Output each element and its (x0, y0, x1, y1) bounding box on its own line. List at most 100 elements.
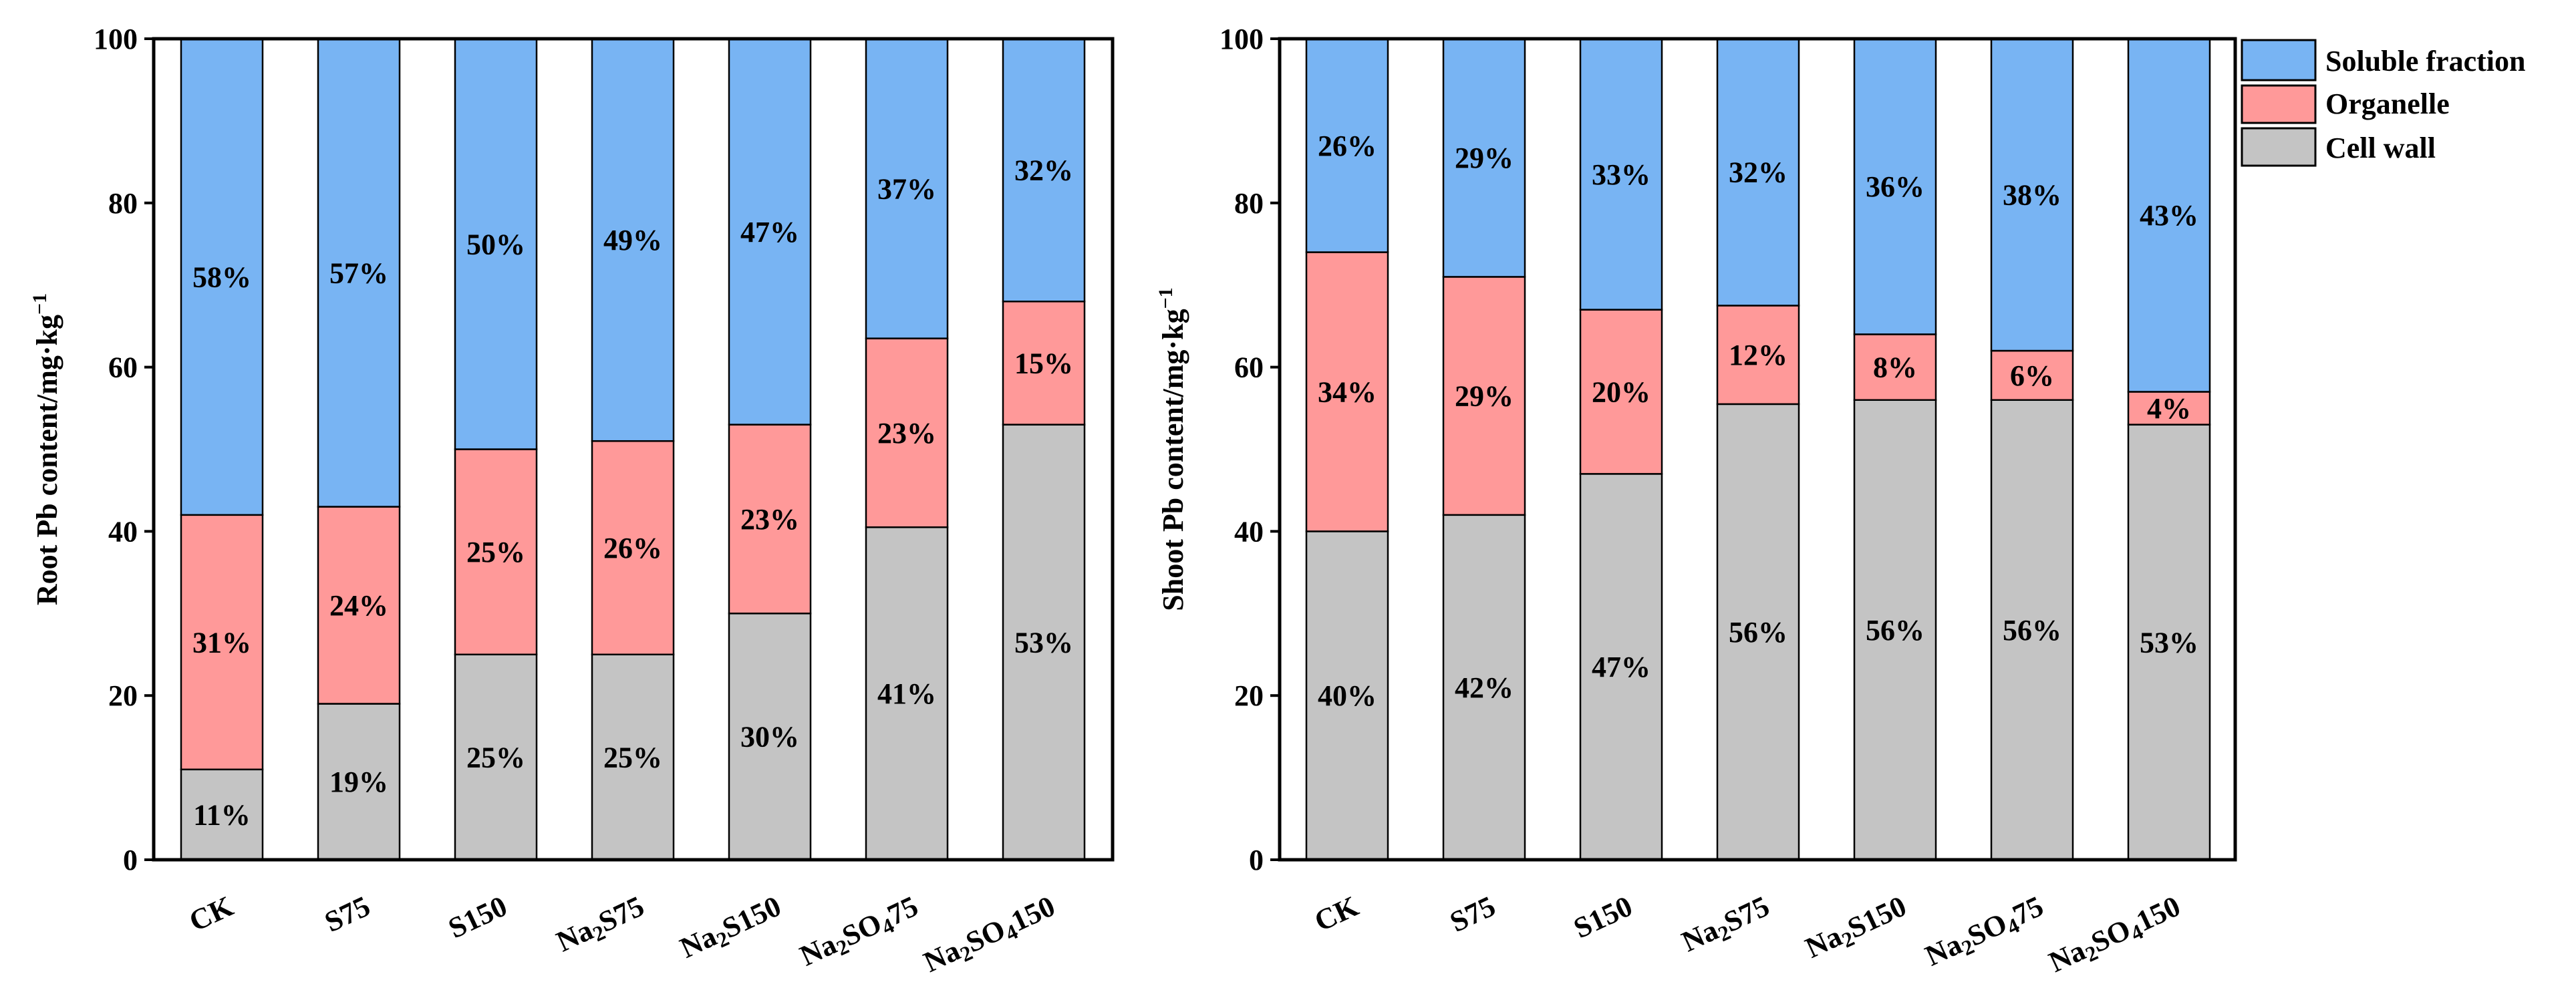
root-label-soluble-5: 37% (877, 172, 936, 205)
root-label-soluble-3: 49% (603, 224, 662, 257)
shoot-category-label-1: S75 (1445, 890, 1500, 939)
legend-swatch-cell-wall (2241, 127, 2317, 167)
root-category-label-6: Na2SO4150 (919, 890, 1062, 982)
root-label-organelle-3: 26% (603, 532, 662, 564)
shoot-label-organelle-4: 8% (1873, 351, 1917, 384)
shoot-label-soluble-0: 26% (1318, 130, 1377, 162)
legend-label-organelle: Organelle (2325, 88, 2450, 120)
root-ytick-label-0: 0 (123, 844, 138, 876)
root-label-soluble-6: 32% (1014, 154, 1073, 187)
root-label-organelle-2: 25% (466, 536, 525, 568)
shoot-bar-organelle-0 (1305, 251, 1389, 532)
root-label-organelle-1: 24% (329, 589, 388, 622)
root-ytick-label-40: 40 (108, 515, 138, 548)
root-label-soluble-1: 57% (329, 257, 388, 289)
legend-label-cell-wall: Cell wall (2325, 132, 2436, 164)
shoot-category-label-6: Na2SO4150 (2044, 890, 2187, 982)
shoot-label-organelle-1: 29% (1455, 380, 1514, 413)
shoot-bar-soluble-5 (1990, 37, 2074, 352)
root-ytick-label-60: 60 (108, 351, 138, 384)
root-category-label-0: CK (184, 890, 239, 938)
root-bar-cell-wall-1 (317, 703, 401, 861)
root-bar-soluble-5 (865, 37, 949, 339)
root-bar-organelle-0 (180, 514, 264, 771)
legend-swatch-soluble (2241, 39, 2317, 81)
shoot-ytick-label-20: 20 (1234, 679, 1264, 712)
shoot-label-soluble-2: 33% (1592, 158, 1651, 191)
shoot-axes-frame (1278, 37, 2237, 862)
root-bar-organelle-1 (317, 506, 401, 705)
root-label-cell-wall-1: 19% (329, 766, 388, 798)
root-bar-soluble-1 (317, 37, 401, 508)
shoot-label-organelle-6: 4% (2147, 392, 2191, 425)
legend: Soluble fraction Organelle Cell wall (2241, 39, 2525, 167)
root-label-soluble-0: 58% (192, 261, 251, 293)
shoot-bar-cell-wall-2 (1579, 473, 1663, 861)
shoot-bar-cell-wall-0 (1305, 530, 1389, 861)
shoot-label-soluble-4: 36% (1866, 170, 1924, 203)
shoot-label-soluble-1: 29% (1455, 142, 1514, 174)
shoot-category-label-0: CK (1310, 890, 1364, 938)
shoot-ytick-label-0: 0 (1249, 844, 1264, 876)
shoot-label-cell-wall-5: 56% (2003, 614, 2061, 647)
root-label-organelle-0: 31% (192, 626, 251, 659)
shoot-ytick-label-60: 60 (1234, 351, 1264, 384)
shoot-bar-soluble-2 (1579, 37, 1663, 311)
root-category-label-3: Na2S75 (551, 890, 650, 961)
root-bar-soluble-3 (591, 37, 675, 442)
root-bar-cell-wall-0 (180, 768, 264, 861)
root-category-label-2: S150 (444, 890, 513, 945)
shoot-category-label-5: Na2SO475 (1920, 890, 2050, 976)
shoot-category-label-2: S150 (1569, 890, 1638, 945)
shoot-chart: 40% 34% 26% 42% 29% 29% 47% 20% 33% 56% 12% 32% 56% 8… (1155, 23, 2237, 982)
root-chart: 11% 31% 58% 19% 24% 57% 25% 25% 50% 25% 26% 49% 30% 2… (29, 23, 1115, 982)
root-label-cell-wall-2: 25% (466, 741, 525, 774)
root-label-organelle-6: 15% (1014, 347, 1073, 379)
shoot-label-cell-wall-0: 40% (1318, 679, 1377, 712)
shoot-bar-cell-wall-3 (1716, 403, 1800, 861)
shoot-label-soluble-5: 38% (2003, 179, 2061, 212)
shoot-bar-soluble-1 (1442, 37, 1526, 278)
root-label-soluble-4: 47% (740, 216, 799, 249)
root-bar-organelle-6 (1002, 301, 1086, 426)
shoot-bar-cell-wall-5 (1990, 399, 2074, 861)
root-bar-cell-wall-4 (728, 613, 812, 861)
root-category-label-5: Na2SO475 (795, 890, 925, 976)
root-bar-organelle-3 (591, 440, 675, 656)
root-bar-soluble-6 (1002, 37, 1086, 303)
shoot-category-label-4: Na2S150 (1800, 890, 1912, 968)
root-bar-cell-wall-3 (591, 653, 675, 861)
root-bar-cell-wall-5 (865, 526, 949, 861)
root-ylabel: Root Pb content/mg·kg−1 (29, 293, 64, 605)
shoot-label-soluble-3: 32% (1729, 156, 1787, 189)
root-label-cell-wall-6: 53% (1014, 626, 1073, 659)
shoot-label-cell-wall-3: 56% (1729, 616, 1787, 649)
shoot-bar-soluble-3 (1716, 37, 1800, 307)
root-label-soluble-2: 50% (466, 228, 525, 261)
shoot-ytick-label-100: 100 (1220, 23, 1264, 55)
root-category-label-4: Na2S150 (675, 890, 787, 968)
shoot-label-cell-wall-2: 47% (1592, 651, 1651, 683)
root-label-cell-wall-5: 41% (877, 677, 936, 710)
shoot-label-cell-wall-4: 56% (1866, 614, 1924, 647)
shoot-label-organelle-0: 34% (1318, 375, 1377, 408)
shoot-ylabel: Shoot Pb content/mg·kg−1 (1155, 287, 1190, 611)
root-label-organelle-4: 23% (740, 503, 799, 536)
shoot-ytick-label-80: 80 (1234, 187, 1264, 220)
shoot-bar-soluble-6 (2127, 37, 2211, 393)
shoot-label-organelle-3: 12% (1729, 339, 1787, 371)
legend-label-soluble: Soluble fraction (2325, 45, 2525, 77)
root-bar-soluble-4 (728, 37, 812, 426)
root-axes-frame (152, 37, 1115, 862)
shoot-label-organelle-5: 6% (2010, 359, 2054, 392)
root-label-organelle-5: 23% (877, 417, 936, 450)
root-label-cell-wall-0: 11% (193, 798, 251, 831)
legend-swatch-organelle (2241, 84, 2317, 124)
shoot-ytick-label-40: 40 (1234, 515, 1264, 548)
shoot-label-soluble-6: 43% (2140, 199, 2198, 232)
root-ytick-label-20: 20 (108, 679, 138, 712)
shoot-label-cell-wall-6: 53% (2140, 626, 2198, 659)
root-bar-soluble-2 (454, 37, 538, 450)
root-category-label-1: S75 (319, 890, 375, 939)
